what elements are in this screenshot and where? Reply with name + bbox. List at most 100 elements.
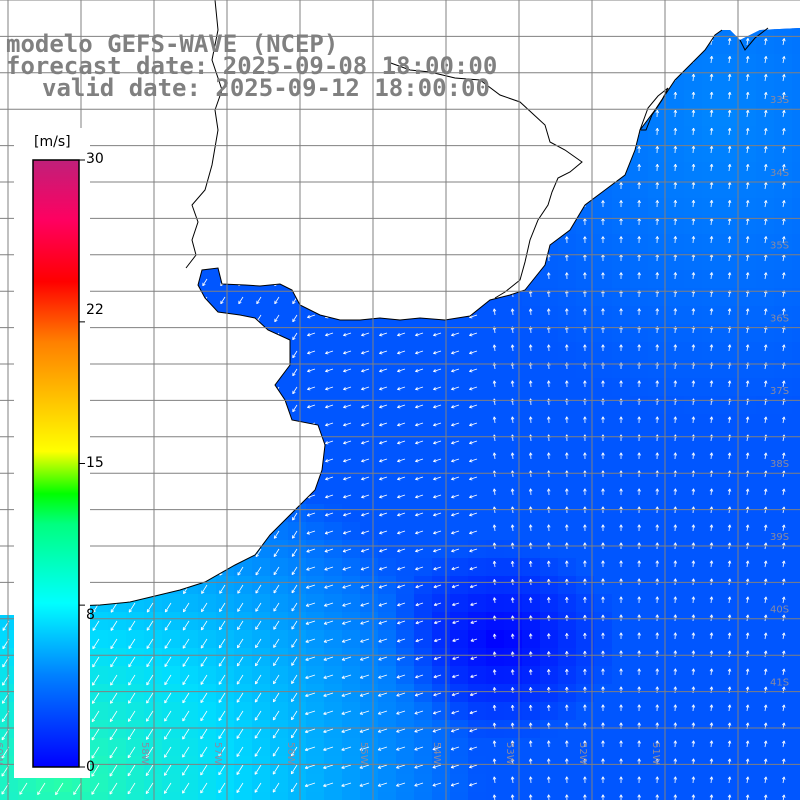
wind-arrow	[547, 165, 550, 171]
wind-arrow	[361, 117, 369, 120]
wind-arrow	[166, 567, 171, 576]
wind-arrow	[221, 153, 225, 160]
wind-arrow	[238, 531, 243, 539]
wind-arrow	[397, 225, 405, 228]
wind-arrow	[469, 279, 477, 282]
wind-arrow	[257, 261, 261, 268]
wind-arrow	[511, 129, 514, 135]
wind-arrow	[397, 171, 405, 174]
wind-arrow	[167, 297, 171, 304]
wind-arrow	[147, 585, 153, 594]
wind-arrow	[638, 74, 641, 81]
wind-arrow	[511, 93, 514, 99]
wind-arrow	[325, 153, 333, 156]
wind-arrow	[620, 128, 623, 135]
wind-arrow	[167, 243, 171, 250]
wind-arrow	[547, 3, 550, 9]
wind-arrow	[129, 585, 135, 594]
wind-arrow	[95, 9, 99, 16]
wind-arrow	[361, 171, 369, 174]
wind-arrow	[602, 74, 605, 81]
wind-arrow	[529, 201, 532, 207]
wind-arrow	[415, 153, 423, 156]
wind-arrow	[184, 531, 189, 539]
wind-arrow	[203, 459, 207, 466]
latitude-label: 40S	[770, 605, 789, 616]
wind-arrow	[293, 495, 297, 502]
wind-arrow	[149, 261, 153, 268]
longitude-label: 58W	[139, 742, 150, 765]
wind-arrow	[764, 20, 767, 27]
wind-arrow	[547, 75, 550, 81]
wind-arrow	[602, 38, 605, 45]
wind-arrow	[529, 75, 532, 81]
wind-arrow	[638, 110, 641, 117]
wind-arrow	[203, 171, 207, 178]
wind-arrow	[451, 9, 459, 12]
wind-arrow	[184, 495, 189, 503]
wind-arrow	[397, 207, 405, 210]
longitude-label: 56W	[285, 742, 296, 765]
wind-arrow	[433, 225, 441, 228]
wind-arrow	[59, 117, 63, 124]
wind-arrow	[379, 261, 387, 264]
wind-arrow	[433, 153, 441, 156]
wind-arrow	[203, 315, 207, 322]
wind-arrow	[275, 207, 279, 214]
wind-arrow	[397, 189, 405, 192]
wind-arrow	[257, 369, 261, 376]
wind-arrow	[325, 207, 333, 210]
wind-arrow	[433, 27, 441, 30]
wind-arrow	[184, 513, 189, 521]
wind-arrow	[583, 146, 586, 153]
wind-arrow	[307, 117, 315, 120]
wind-arrow	[511, 201, 514, 207]
wind-arrow	[185, 387, 189, 394]
wind-arrow	[638, 92, 641, 99]
wind-arrow	[433, 297, 441, 300]
wind-arrow	[293, 459, 297, 466]
wind-arrow	[238, 495, 243, 502]
wind-arrow	[149, 423, 153, 430]
wind-arrow	[167, 351, 171, 358]
wind-arrow	[469, 171, 477, 174]
wind-arrow	[94, 549, 99, 558]
wind-arrow	[23, 81, 27, 88]
wind-arrow	[112, 477, 117, 485]
wind-arrow	[343, 207, 351, 210]
wind-arrow	[239, 441, 243, 448]
wind-arrow	[202, 477, 207, 484]
wind-arrow	[131, 153, 135, 160]
wind-arrow	[469, 9, 477, 12]
wind-arrow	[602, 92, 605, 99]
latitude-label: 34S	[770, 168, 789, 179]
wind-arrow	[112, 513, 117, 521]
latitude-label: 35S	[770, 241, 789, 252]
wind-arrow	[451, 45, 459, 48]
wind-arrow	[565, 110, 568, 117]
wind-arrow	[113, 153, 117, 160]
wind-arrow	[529, 219, 532, 225]
wind-arrow	[257, 171, 261, 178]
wind-arrow	[361, 9, 369, 12]
wind-arrow	[583, 164, 586, 171]
wind-arrow	[148, 459, 153, 466]
wind-arrow	[674, 56, 677, 63]
wind-arrow	[221, 387, 225, 394]
wind-arrow	[130, 513, 135, 521]
wind-arrow	[77, 117, 81, 124]
wind-arrow	[307, 153, 315, 156]
wind-arrow	[131, 243, 135, 250]
wind-arrow	[547, 237, 550, 243]
wind-arrow	[307, 459, 315, 462]
wind-arrow	[361, 135, 369, 138]
wind-arrow	[451, 171, 459, 174]
wind-arrow	[149, 333, 153, 340]
wind-arrow	[529, 21, 532, 27]
wind-arrow	[238, 513, 243, 520]
wind-arrow	[111, 567, 117, 576]
wind-arrow	[221, 441, 225, 448]
wind-arrow	[113, 135, 117, 142]
latitude-label: 41S	[770, 677, 789, 688]
wind-arrow	[583, 56, 586, 63]
